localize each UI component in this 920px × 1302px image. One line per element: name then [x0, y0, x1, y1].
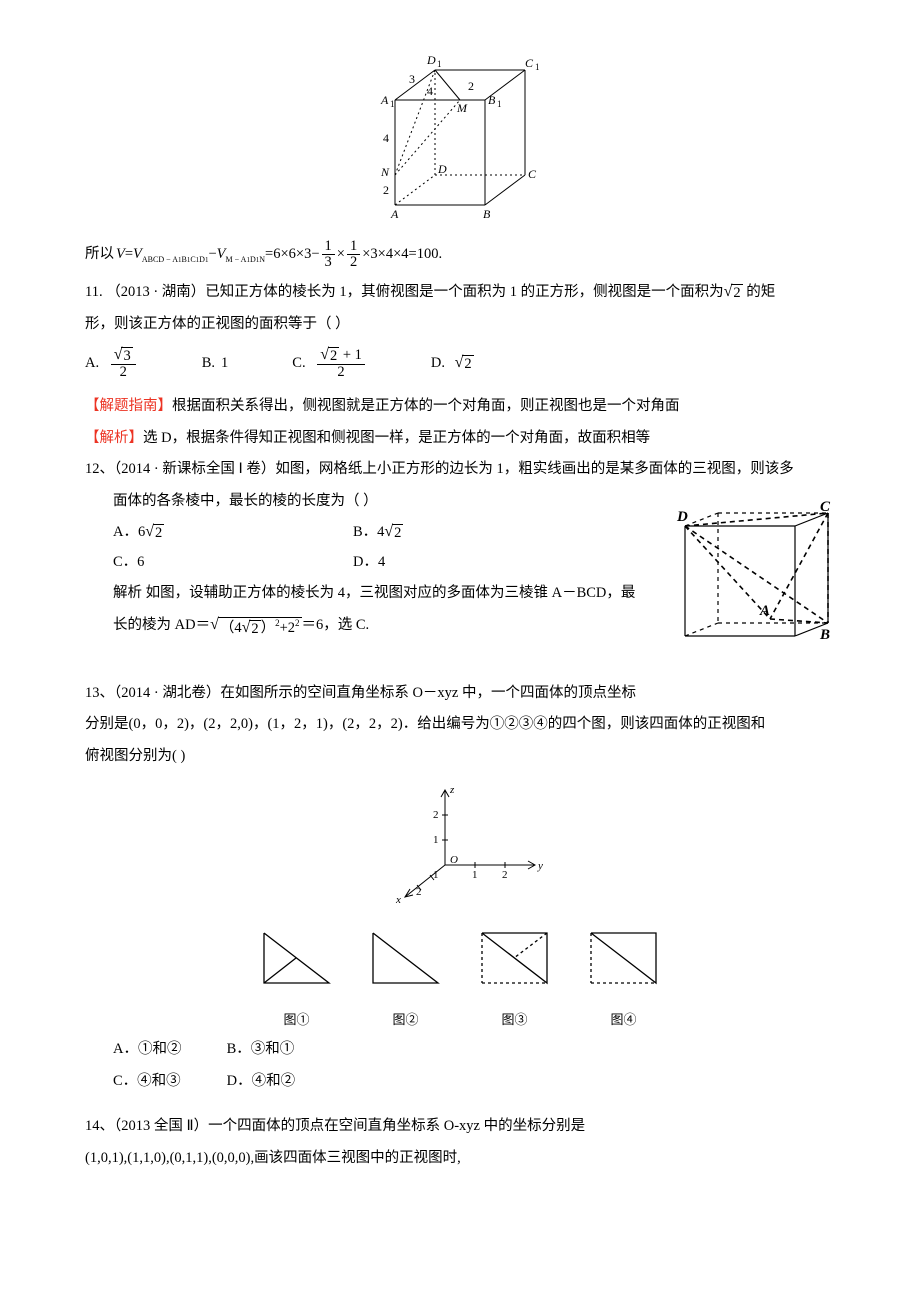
top-figure-container: D1 C1 A1 B1 M N D C A B 3 4 2 4 2 — [85, 50, 835, 231]
q12-opt-b: B．4√2 — [353, 519, 593, 547]
svg-text:B: B — [488, 93, 496, 107]
svg-text:A: A — [390, 207, 399, 220]
svg-text:O: O — [450, 854, 458, 866]
q13-panel-4: 图④ — [581, 923, 666, 1032]
svg-text:2: 2 — [433, 809, 439, 821]
q13-panel-1: 图① — [254, 923, 339, 1032]
cube-tetra-figure: D C A B — [670, 501, 835, 651]
svg-text:4: 4 — [383, 131, 389, 145]
q12-opt-d: D．4 — [353, 549, 593, 577]
q11-line2: 形，则该正方体的正视图的面积等于（ ） — [85, 311, 835, 339]
svg-text:1: 1 — [433, 869, 439, 881]
q11-options: A. √32 B.1 C. √2 + 12 D. √2 — [85, 347, 835, 382]
svg-text:D: D — [437, 162, 447, 176]
q11-line1: 11. （2013 · 湖南）已知正方体的棱长为 1，其俯视图是一个面积为 1 … — [85, 279, 835, 307]
volume-formula: 所以 V = VABCD − A1B1C1D1 − VM − A1D1N = 6… — [85, 239, 835, 272]
svg-text:D: D — [426, 53, 436, 67]
volume-prefix: 所以 — [85, 241, 114, 269]
svg-text:1: 1 — [535, 62, 540, 72]
svg-text:2: 2 — [468, 79, 474, 93]
q11-opt-d: D. √2 — [431, 350, 474, 378]
q13-opts-ab: A．①和② B．③和① — [85, 1036, 835, 1064]
prism-figure: D1 C1 A1 B1 M N D C A B 3 4 2 4 2 — [365, 50, 555, 220]
svg-text:z: z — [449, 784, 455, 796]
svg-text:3: 3 — [409, 72, 415, 86]
q11-hint: 【解题指南】根据面积关系得出，侧视图就是正方体的一个对角面，则正视图也是一个对角… — [85, 393, 835, 421]
q13-line3: 俯视图分别为( ) — [85, 743, 835, 771]
coord-axes-figure: z y x O 1 2 1 2 1 2 — [360, 775, 560, 905]
svg-text:C: C — [528, 167, 537, 181]
q12-figure-container: D C A B — [670, 501, 835, 662]
svg-text:B: B — [483, 207, 491, 220]
svg-text:2: 2 — [502, 869, 508, 881]
svg-text:A: A — [759, 603, 770, 619]
svg-text:y: y — [537, 860, 543, 872]
svg-text:C: C — [525, 56, 534, 70]
svg-text:1: 1 — [390, 99, 395, 109]
q14-line2: (1,0,1),(1,1,0),(0,1,1),(0,0,0),画该四面体三视图… — [85, 1145, 835, 1173]
svg-text:A: A — [380, 93, 389, 107]
svg-text:2: 2 — [383, 183, 389, 197]
q12-line1: 12、（2014 · 新课标全国 Ⅰ 卷）如图，网格纸上小正方形的边长为 1，粗… — [85, 456, 835, 484]
svg-text:N: N — [380, 165, 390, 179]
svg-text:C: C — [820, 501, 831, 515]
q13-panel-2: 图② — [363, 923, 448, 1032]
q14-line1: 14、（2013 全国 Ⅱ）一个四面体的顶点在空间直角坐标系 O-xyz 中的坐… — [85, 1113, 835, 1141]
q11-opt-a: A. √32 — [85, 347, 138, 382]
q12-opt-c: C．6 — [113, 549, 353, 577]
svg-text:1: 1 — [497, 99, 502, 109]
svg-text:B: B — [819, 627, 830, 643]
q11-answer: 【解析】选 D，根据条件得知正视图和侧视图一样，是正方体的一个对角面，故面积相等 — [85, 425, 835, 453]
q13-four-panels: 图① 图② 图③ 图④ — [85, 923, 835, 1032]
q13-axes-container: z y x O 1 2 1 2 1 2 — [85, 775, 835, 916]
q12-opt-a: A．6√2 — [113, 519, 353, 547]
svg-text:M: M — [456, 101, 468, 115]
q11-opt-b: B.1 — [202, 350, 229, 378]
svg-text:2: 2 — [416, 886, 422, 898]
q13-panel-3: 图③ — [472, 923, 557, 1032]
svg-text:1: 1 — [433, 834, 439, 846]
q13-opts-cd: C．④和③ D．④和② — [85, 1068, 835, 1096]
svg-text:D: D — [676, 509, 688, 525]
svg-text:1: 1 — [472, 869, 478, 881]
svg-text:1: 1 — [437, 59, 442, 69]
svg-text:x: x — [395, 894, 401, 905]
svg-text:4: 4 — [427, 84, 433, 98]
q11-opt-c: C. √2 + 12 — [292, 347, 367, 382]
q13-line1: 13、（2014 · 湖北卷）在如图所示的空间直角坐标系 O－xyz 中，一个四… — [85, 680, 835, 708]
q13-line2: 分别是(0，0，2)，(2，2,0)，(1，2，1)，(2，2，2)．给出编号为… — [85, 711, 835, 739]
